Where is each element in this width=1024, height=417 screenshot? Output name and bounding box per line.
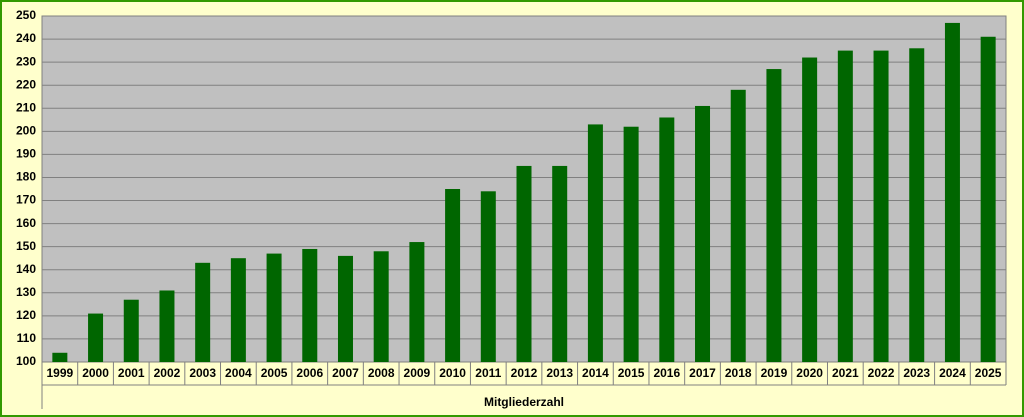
bar: [944, 22, 960, 362]
y-tick-label: 160: [16, 216, 36, 230]
bar: [552, 165, 568, 362]
y-tick-label: 190: [16, 147, 36, 161]
bar: [88, 313, 104, 362]
x-tick-label: 2003: [189, 366, 216, 380]
x-tick-label: 2019: [761, 366, 788, 380]
bar: [409, 242, 425, 362]
y-tick-label: 240: [16, 31, 36, 45]
bar: [302, 248, 318, 362]
y-tick-label: 180: [16, 170, 36, 184]
y-tick-label: 250: [16, 8, 36, 22]
y-tick-label: 140: [16, 262, 36, 276]
bar: [230, 258, 246, 362]
bar: [373, 251, 389, 362]
bar: [516, 165, 532, 362]
x-tick-label: 2022: [868, 366, 895, 380]
x-tick-label: 2007: [332, 366, 359, 380]
x-tick-label: 2016: [653, 366, 680, 380]
y-tick-label: 230: [16, 54, 36, 68]
x-tick-label: 2012: [511, 366, 538, 380]
bar: [445, 189, 461, 362]
x-tick-label: 2001: [118, 366, 145, 380]
bar: [587, 124, 603, 362]
x-tick-label: 2009: [404, 366, 431, 380]
y-tick-label: 120: [16, 308, 36, 322]
bar: [337, 255, 353, 362]
x-tick-label: 2021: [832, 366, 859, 380]
x-tick-label: 2023: [903, 366, 930, 380]
x-tick-label: 2013: [546, 366, 573, 380]
bar: [730, 89, 746, 363]
x-tick-label: 2020: [796, 366, 823, 380]
x-tick-label: 2011: [475, 366, 501, 380]
x-tick-label: 2010: [439, 366, 466, 380]
bar: [659, 117, 675, 362]
bar: [909, 48, 925, 362]
bar: [766, 69, 782, 362]
bar: [195, 262, 211, 362]
bar: [980, 36, 996, 362]
y-tick-label: 110: [17, 331, 37, 345]
bar: [266, 253, 282, 362]
x-tick-label: 2000: [82, 366, 109, 380]
bar: [159, 290, 175, 362]
x-tick-label: 2018: [725, 366, 752, 380]
y-tick-label: 100: [16, 354, 36, 368]
x-tick-label: 2002: [154, 366, 181, 380]
x-tick-label: 2014: [582, 366, 609, 380]
y-tick-label: 210: [16, 100, 36, 114]
x-tick-label: 2015: [618, 366, 645, 380]
bar: [802, 57, 818, 363]
bar: [52, 352, 68, 362]
y-tick-label: 150: [16, 239, 36, 253]
y-tick-label: 130: [16, 285, 36, 299]
bar: [837, 50, 853, 362]
x-tick-label: 2006: [296, 366, 323, 380]
x-tick-label: 2005: [261, 366, 288, 380]
x-axis-label: Mitgliederzahl: [484, 395, 564, 409]
x-tick-label: 1999: [47, 366, 74, 380]
bar: [480, 191, 496, 362]
x-tick-label: 2008: [368, 366, 395, 380]
x-tick-label: 2024: [939, 366, 966, 380]
x-tick-label: 2004: [225, 366, 252, 380]
bar: [695, 105, 711, 363]
x-tick-label: 2017: [689, 366, 716, 380]
bar: [123, 299, 139, 362]
bar: [873, 50, 889, 362]
y-tick-label: 220: [16, 77, 36, 91]
bar: [623, 126, 639, 362]
y-tick-label: 170: [16, 193, 36, 207]
y-tick-label: 200: [16, 124, 36, 138]
x-tick-label: 2025: [975, 366, 1002, 380]
